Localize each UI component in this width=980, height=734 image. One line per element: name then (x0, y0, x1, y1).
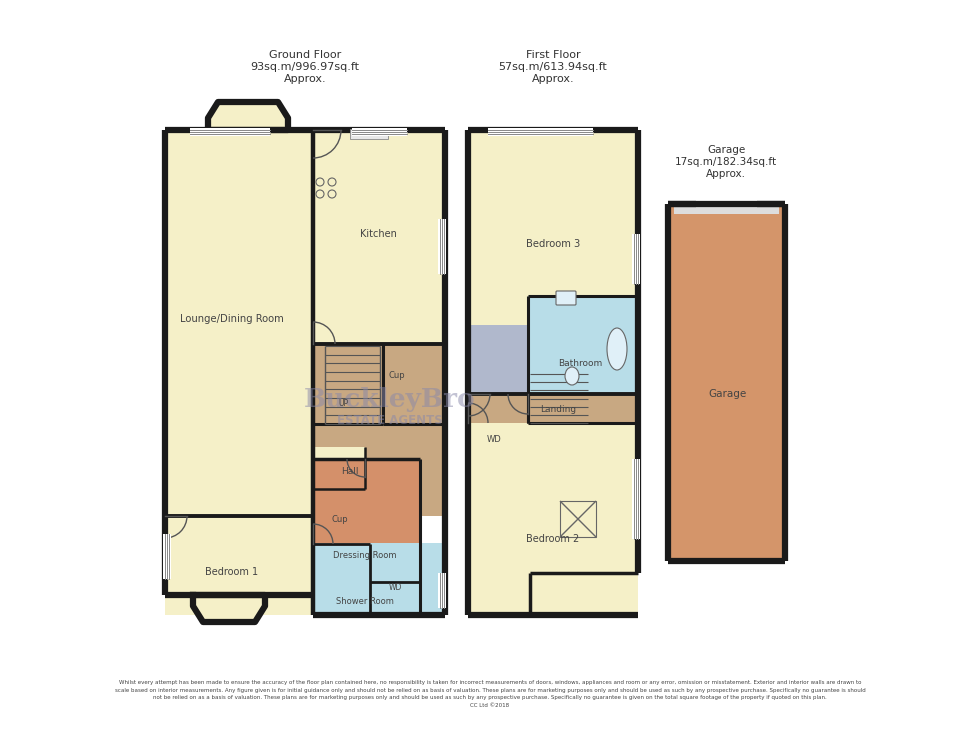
Bar (560, 501, 596, 537)
Text: WD: WD (388, 583, 402, 592)
Text: Shower Room: Shower Room (336, 597, 394, 606)
Text: First Floor
57sq.m/613.94sq.ft
Approx.: First Floor 57sq.m/613.94sq.ft Approx. (499, 51, 608, 84)
Text: Cup: Cup (331, 515, 348, 523)
Bar (468, 130, 638, 615)
Bar (674, 207, 779, 214)
Bar (528, 296, 638, 394)
Polygon shape (193, 595, 265, 622)
Text: Kitchen: Kitchen (360, 229, 397, 239)
Bar (488, 128, 593, 136)
Text: BuckleyBro: BuckleyBro (304, 387, 476, 412)
Bar (313, 344, 445, 516)
Bar (350, 129, 388, 139)
Bar (313, 130, 445, 344)
Text: Hall: Hall (341, 468, 359, 476)
Text: Landing: Landing (540, 404, 576, 413)
Text: Cup: Cup (389, 371, 406, 380)
Bar (668, 204, 785, 561)
Polygon shape (208, 102, 288, 130)
Bar (632, 459, 640, 539)
Text: Lounge/Dining Room: Lounge/Dining Room (180, 314, 284, 324)
Bar (468, 325, 528, 394)
Text: Bedroom 2: Bedroom 2 (526, 534, 579, 544)
Bar (352, 128, 407, 136)
Ellipse shape (607, 328, 627, 370)
Bar (313, 447, 365, 489)
Bar (438, 573, 446, 608)
Text: WD: WD (487, 435, 502, 443)
FancyBboxPatch shape (556, 291, 576, 305)
Text: Bathroom: Bathroom (558, 360, 602, 368)
Bar (383, 344, 445, 424)
Bar (165, 130, 313, 516)
Bar (632, 234, 640, 284)
Text: Bedroom 3: Bedroom 3 (526, 239, 580, 249)
Ellipse shape (565, 367, 579, 385)
Bar (313, 543, 445, 615)
Text: Whilst every attempt has been made to ensure the accuracy of the floor plan cont: Whilst every attempt has been made to en… (115, 680, 865, 708)
Text: Ground Floor
93sq.m/996.97sq.ft
Approx.: Ground Floor 93sq.m/996.97sq.ft Approx. (251, 51, 360, 84)
Bar (438, 219, 446, 274)
Bar (190, 128, 270, 136)
Text: Dressing Room: Dressing Room (333, 551, 397, 561)
Text: Garage: Garage (708, 389, 746, 399)
Text: UP: UP (338, 399, 348, 409)
Bar (163, 534, 171, 579)
Bar (468, 325, 636, 423)
Text: Bedroom 1: Bedroom 1 (206, 567, 259, 577)
Bar (370, 547, 425, 582)
Text: ESTATE AGENTS: ESTATE AGENTS (337, 413, 443, 426)
Bar (476, 612, 524, 617)
Bar (165, 516, 313, 615)
Bar (468, 423, 638, 615)
Bar (313, 459, 420, 569)
Text: Garage
17sq.m/182.34sq.ft
Approx.: Garage 17sq.m/182.34sq.ft Approx. (675, 145, 777, 178)
